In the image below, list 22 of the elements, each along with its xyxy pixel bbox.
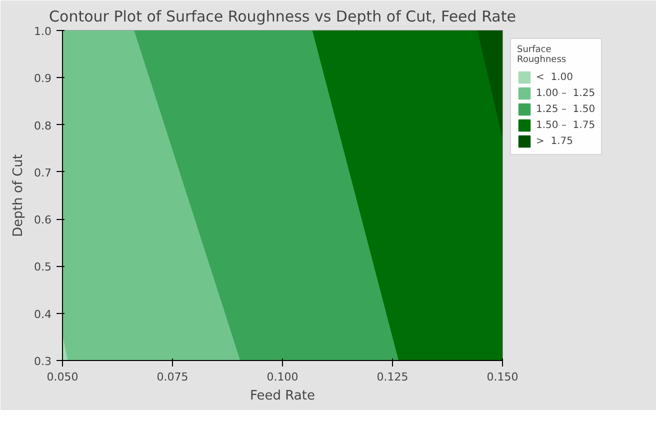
y-tick-label: 0.4 <box>34 308 52 321</box>
y-tick-label: 0.8 <box>34 119 52 132</box>
chart-title: Contour Plot of Surface Roughness vs Depth of Cut, Feed Rate <box>49 8 516 26</box>
legend-label: 1.00 – 1.25 <box>536 86 596 100</box>
x-axis-title: Feed Rate <box>250 388 315 404</box>
y-tick-label: 1.0 <box>34 25 52 38</box>
x-tick-label: 0.150 <box>486 370 518 384</box>
y-tick-label: 0.3 <box>34 355 52 368</box>
legend-label: > 1.75 <box>536 134 574 148</box>
legend-label: < 1.00 <box>536 70 574 84</box>
legend-label: 1.25 – 1.50 <box>536 102 596 116</box>
x-tick-label: 0.100 <box>266 370 298 384</box>
x-tick-label: 0.125 <box>376 370 408 384</box>
y-tick-label: 0.6 <box>34 214 52 227</box>
y-axis-title: Depth of Cut <box>11 154 26 237</box>
legend-label: 1.50 – 1.75 <box>536 118 596 132</box>
legend-title: Surface Roughness <box>517 45 568 65</box>
x-tick-label: 0.050 <box>46 370 78 384</box>
x-tick-label: 0.075 <box>156 370 188 384</box>
y-tick-label: 0.7 <box>34 166 52 180</box>
y-tick-label: 0.9 <box>34 72 52 86</box>
y-tick-label: 0.5 <box>34 260 52 274</box>
